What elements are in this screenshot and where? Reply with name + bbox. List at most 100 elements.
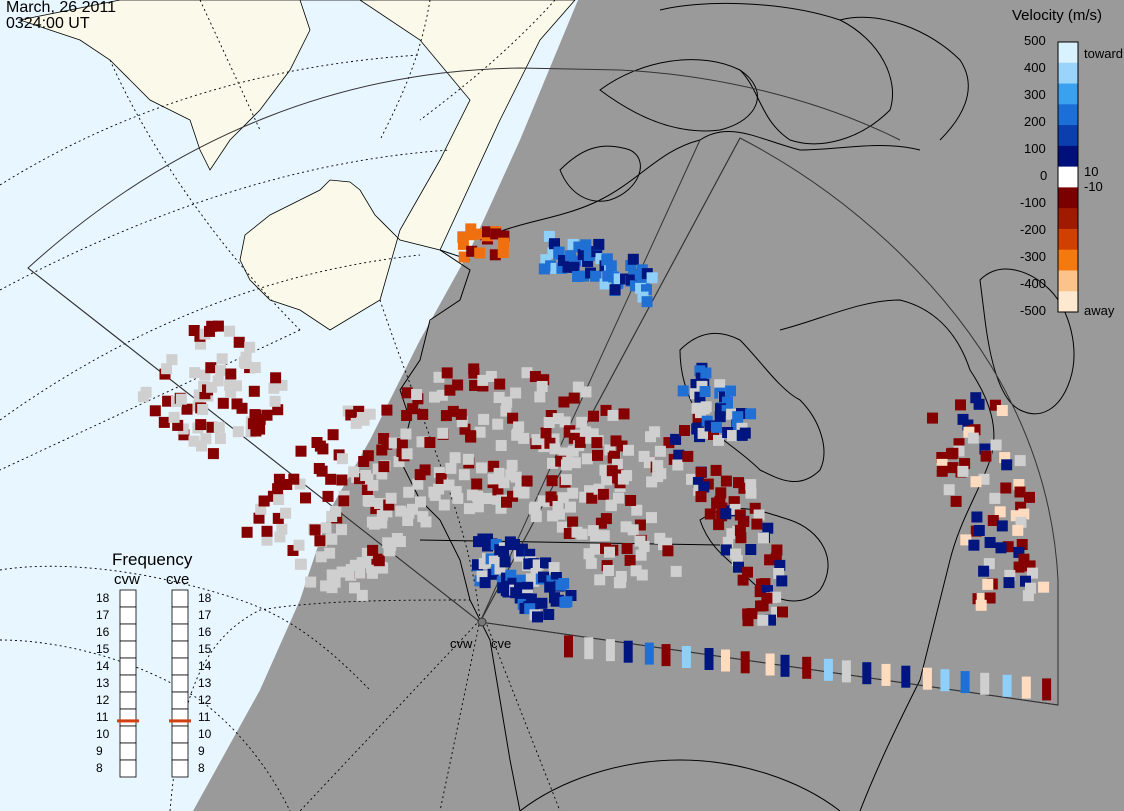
scatter-cell xyxy=(215,365,227,376)
scatter-cell xyxy=(547,510,559,522)
scatter-cell xyxy=(269,395,281,407)
scatter-cell xyxy=(1003,577,1015,589)
scatter-cell xyxy=(567,238,579,250)
scatter-cell xyxy=(336,474,348,486)
scatter-cell xyxy=(149,405,161,417)
scatter-cell xyxy=(583,250,595,261)
scatter-cell xyxy=(600,513,612,525)
scatter-cell xyxy=(358,456,370,467)
scatter-cell xyxy=(720,544,732,556)
scatter-cell xyxy=(695,466,707,478)
scatter-cell xyxy=(376,468,388,480)
scatter-cell xyxy=(568,392,580,404)
scatter-cell xyxy=(512,428,523,440)
scatter-cell xyxy=(654,532,666,544)
scatter-cell xyxy=(507,490,518,502)
scatter-cell xyxy=(324,547,336,559)
scatter-cell xyxy=(976,593,988,604)
scatter-cell xyxy=(745,487,757,499)
scatter-cell xyxy=(765,653,775,676)
scatter-cell xyxy=(465,229,477,241)
scatter-cell xyxy=(492,484,504,496)
frequency-marker-cvw xyxy=(117,719,139,723)
scatter-cell xyxy=(1024,491,1035,503)
scatter-cell xyxy=(493,467,505,479)
scatter-cell xyxy=(742,615,754,627)
frequency-cell xyxy=(119,759,137,778)
scatter-cell xyxy=(661,644,671,667)
scatter-cell xyxy=(558,255,569,266)
scatter-cell xyxy=(254,423,266,435)
scatter-cell xyxy=(407,403,419,415)
scatter-cell xyxy=(497,247,509,258)
scatter-cell xyxy=(485,371,497,382)
scatter-cell xyxy=(962,419,974,431)
frequency-scale-label: 17 xyxy=(96,608,110,622)
frequency-panel-title: Frequency xyxy=(112,550,193,569)
scatter-cell xyxy=(548,562,560,574)
scatter-cell xyxy=(336,566,348,578)
scatter-cell xyxy=(468,367,480,379)
frequency-cell xyxy=(171,759,189,778)
frequency-scale-label: 8 xyxy=(198,761,205,775)
scatter-cell xyxy=(605,639,615,662)
scatter-cell xyxy=(733,477,744,489)
header-time: 0324:00 UT xyxy=(6,15,90,32)
scatter-cell xyxy=(196,440,207,452)
scatter-cell xyxy=(734,524,746,536)
scatter-cell xyxy=(615,576,627,588)
scatter-cell xyxy=(247,418,259,430)
scatter-cell xyxy=(704,508,716,520)
scatter-cell xyxy=(407,503,418,515)
scatter-cell xyxy=(272,512,284,524)
scatter-cell xyxy=(581,453,593,465)
scatter-cell xyxy=(731,555,743,567)
scatter-cell xyxy=(980,672,990,695)
scatter-cell xyxy=(556,521,568,533)
scatter-cell xyxy=(401,387,413,399)
scatter-cell xyxy=(579,491,591,503)
scatter-cell xyxy=(975,599,987,611)
scatter-cell xyxy=(374,498,386,509)
velocity-toward-label: toward xyxy=(1084,46,1123,61)
velocity-colorbar-segment xyxy=(1058,291,1078,313)
velocity-tick-labels: 500400300200100100-10-100-200-300-400-50… xyxy=(1020,33,1103,318)
scatter-cell xyxy=(959,458,971,470)
scatter-cell xyxy=(478,413,490,425)
scatter-cell xyxy=(295,558,307,570)
scatter-cell xyxy=(495,502,507,514)
frequency-cell xyxy=(171,742,189,761)
scatter-cell xyxy=(345,409,357,421)
scatter-cell xyxy=(435,473,447,484)
scatter-cell xyxy=(757,614,769,626)
scatter-cell xyxy=(362,554,374,566)
scatter-cell xyxy=(376,517,388,529)
scatter-cell xyxy=(595,253,607,265)
scatter-cell xyxy=(353,405,365,417)
frequency-scale-label: 14 xyxy=(198,659,212,673)
scatter-cell xyxy=(261,534,273,546)
scatter-cell xyxy=(443,479,455,491)
scatter-cell xyxy=(730,548,742,560)
scatter-cell xyxy=(599,278,611,290)
scatter-cell xyxy=(494,563,506,575)
scatter-cell xyxy=(385,539,397,551)
scatter-cell xyxy=(572,271,584,282)
scatter-cell xyxy=(987,515,999,526)
scatter-cell xyxy=(366,562,378,573)
scatter-cell xyxy=(983,558,995,570)
velocity-legend-title: Velocity (m/s) xyxy=(1012,7,1102,24)
scatter-cell xyxy=(367,479,379,491)
scatter-cell xyxy=(233,336,245,348)
scatter-cell xyxy=(1038,581,1050,593)
scatter-cell xyxy=(315,551,327,563)
scatter-cell xyxy=(506,459,518,471)
scatter-cell xyxy=(1014,455,1026,467)
scatter-cell xyxy=(605,500,617,512)
scatter-cell xyxy=(757,532,769,544)
frequency-cvw-label: cvw xyxy=(114,571,140,588)
scatter-cell xyxy=(492,418,504,430)
frequency-panel: Frequency cvw cve 1817161514131211109818… xyxy=(96,550,212,778)
scatter-cell xyxy=(349,582,360,594)
scatter-cell xyxy=(773,568,785,579)
